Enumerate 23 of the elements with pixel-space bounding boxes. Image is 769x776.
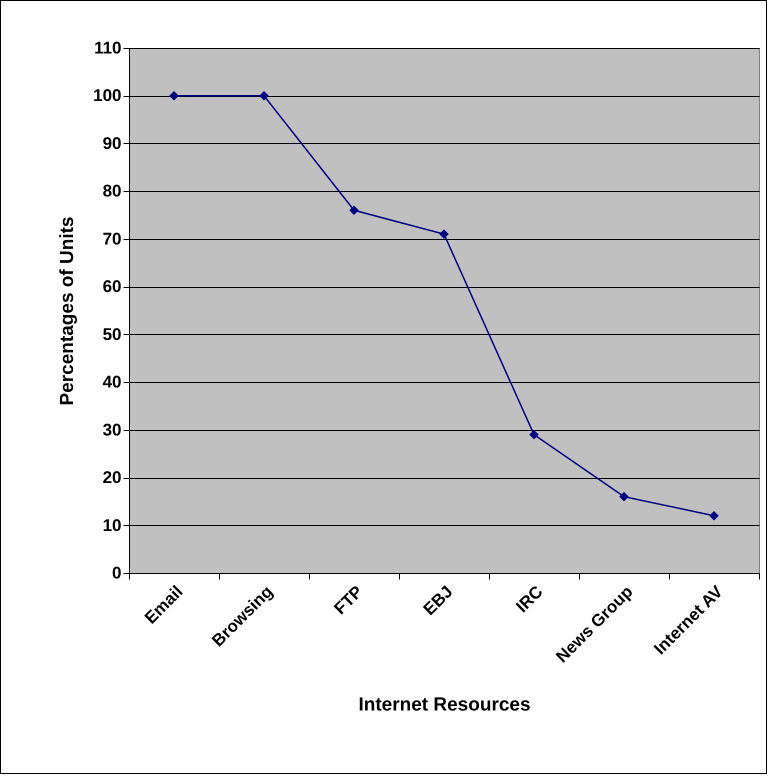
y-tick-label: 40 xyxy=(102,372,122,392)
point xyxy=(169,90,179,100)
y-tick-label: 90 xyxy=(102,134,122,153)
y-tick-label: 80 xyxy=(102,182,122,201)
point xyxy=(619,492,629,502)
x-tick-label: FTP xyxy=(330,582,367,618)
y-tick-label: 60 xyxy=(102,277,122,296)
x-axis-title: Internet Resources xyxy=(358,694,531,716)
y-axis-title: Percentages of Units xyxy=(57,216,78,406)
y-tick-label: 0 xyxy=(112,564,122,582)
point xyxy=(259,90,269,100)
x-tick-label: IRC xyxy=(512,582,547,616)
y-tick-label: 70 xyxy=(102,229,122,248)
y-tick-label: 50 xyxy=(102,324,122,344)
point xyxy=(349,206,359,216)
y-tick-label: 110 xyxy=(94,38,122,58)
y-tick-label: 100 xyxy=(93,86,122,106)
y-tick-label: 10 xyxy=(102,516,122,535)
point xyxy=(709,510,719,520)
y-tick-label: 30 xyxy=(102,420,122,440)
y-tick-label: 20 xyxy=(102,468,122,488)
point xyxy=(439,229,449,239)
point xyxy=(529,430,539,440)
